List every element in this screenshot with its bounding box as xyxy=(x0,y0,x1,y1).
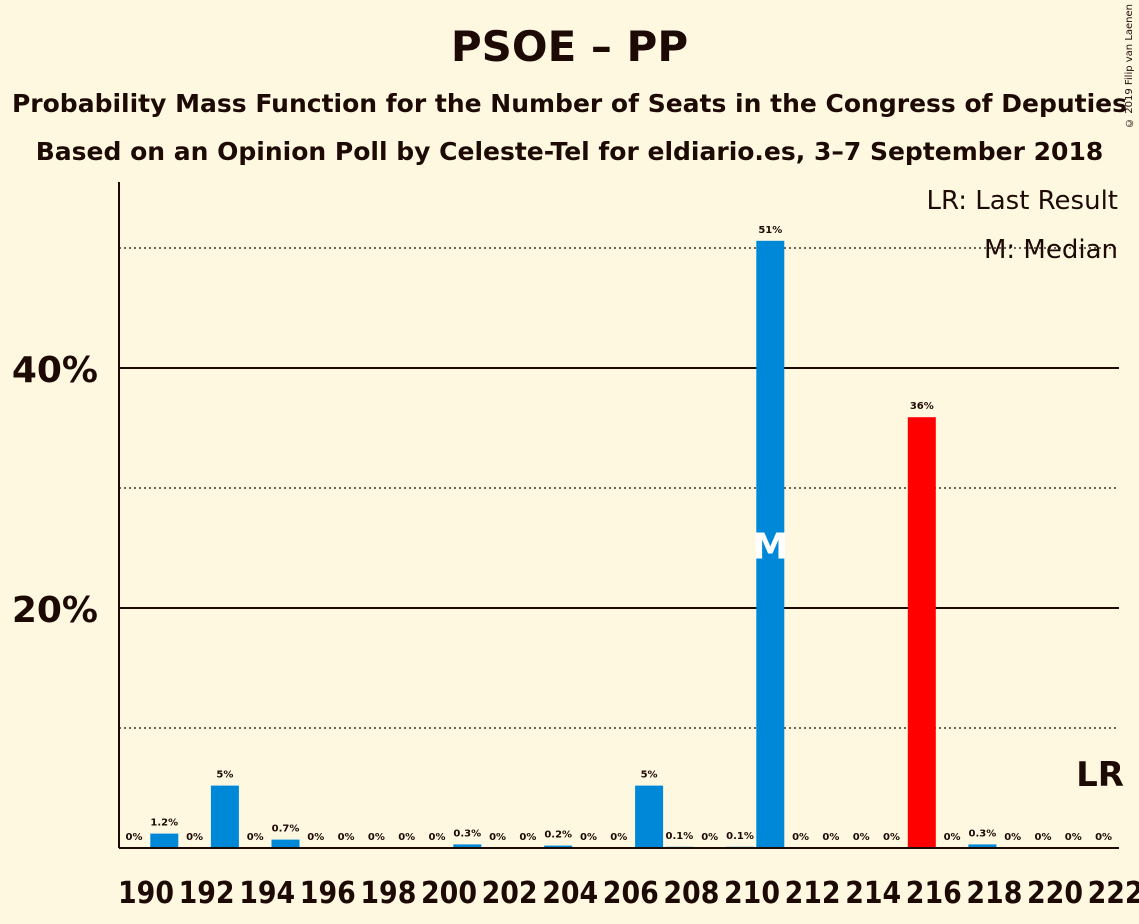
x-tick-label: 222 xyxy=(1088,876,1139,911)
bar-label-197: 0% xyxy=(338,832,355,843)
bar-218 xyxy=(968,844,997,848)
x-tick-label: 208 xyxy=(663,876,719,911)
bar-label-192: 0% xyxy=(186,832,203,843)
bar-label-210: 0.1% xyxy=(726,831,754,842)
bar-label-219: 0% xyxy=(1004,832,1021,843)
bar-label-193: 5% xyxy=(216,770,233,781)
bar-label-195: 0.7% xyxy=(272,824,300,835)
last-result-marker: LR xyxy=(1076,755,1124,795)
chart-title: PSOE – PP xyxy=(450,22,689,71)
x-tick-label: 206 xyxy=(603,876,659,911)
bar-label-198: 0% xyxy=(368,832,385,843)
bar-label-205: 0% xyxy=(580,832,597,843)
bar-195 xyxy=(271,839,300,848)
legend-median: M: Median xyxy=(984,235,1118,265)
bar-193 xyxy=(210,785,239,848)
bar-201 xyxy=(453,844,482,848)
x-tick-label: 204 xyxy=(542,876,598,911)
x-tick-label: 200 xyxy=(421,876,477,911)
bar-label-220: 0% xyxy=(1035,832,1052,843)
bar-label-218: 0.3% xyxy=(969,828,997,839)
bar-label-217: 0% xyxy=(944,832,961,843)
median-marker: M xyxy=(752,526,788,567)
bar-label-190: 0% xyxy=(126,832,143,843)
legend-last-result: LR: Last Result xyxy=(926,186,1118,216)
bar-label-199: 0% xyxy=(398,832,415,843)
bar-label-201: 0.3% xyxy=(453,828,481,839)
x-tick-label: 216 xyxy=(906,876,962,911)
x-tick-label: 190 xyxy=(118,876,174,911)
x-tick-label: 210 xyxy=(724,876,780,911)
bar-label-216: 36% xyxy=(910,401,934,412)
bar-211 xyxy=(756,240,785,849)
bar-label-221: 0% xyxy=(1065,832,1082,843)
bar-label-203: 0% xyxy=(519,832,536,843)
bar-label-202: 0% xyxy=(489,832,506,843)
x-tick-label: 212 xyxy=(785,876,841,911)
bar-191 xyxy=(150,833,179,848)
bar-label-208: 0.1% xyxy=(666,831,694,842)
bar-label-200: 0% xyxy=(429,832,446,843)
bar-label-209: 0% xyxy=(701,832,718,843)
x-tick-label: 194 xyxy=(239,876,295,911)
bar-label-213: 0% xyxy=(822,832,839,843)
bar-label-194: 0% xyxy=(247,832,264,843)
bar-label-215: 0% xyxy=(883,832,900,843)
chart-subtitle-1: Probability Mass Function for the Number… xyxy=(11,89,1128,118)
x-tick-label: 202 xyxy=(482,876,538,911)
x-tick-label: 214 xyxy=(845,876,901,911)
x-tick-label: 192 xyxy=(179,876,235,911)
bar-label-212: 0% xyxy=(792,832,809,843)
bar-label-191: 1.2% xyxy=(150,818,178,829)
bar-204 xyxy=(544,845,573,848)
bar-label-211: 51% xyxy=(758,225,782,236)
bar-label-204: 0.2% xyxy=(544,830,572,841)
x-tick-label: 220 xyxy=(1027,876,1083,911)
bar-207 xyxy=(635,785,664,848)
x-tick-label: 196 xyxy=(300,876,356,911)
chart-subtitle-2: Based on an Opinion Poll by Celeste-Tel … xyxy=(35,137,1104,166)
bar-label-214: 0% xyxy=(853,832,870,843)
bar-label-196: 0% xyxy=(307,832,324,843)
y-tick-label: 20% xyxy=(12,590,98,631)
bar-label-222: 0% xyxy=(1095,832,1112,843)
x-tick-label: 218 xyxy=(966,876,1022,911)
bar-label-206: 0% xyxy=(610,832,627,843)
bar-label-207: 5% xyxy=(641,770,658,781)
bar-216 xyxy=(907,417,936,848)
y-tick-label: 40% xyxy=(12,350,98,391)
x-tick-label: 198 xyxy=(360,876,416,911)
